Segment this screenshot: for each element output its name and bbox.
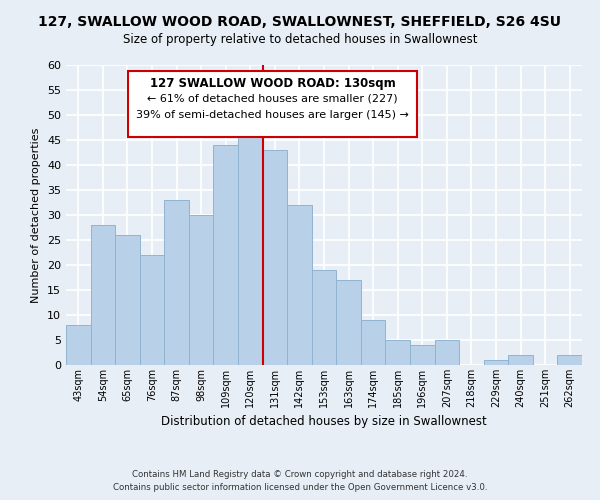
Bar — [361, 320, 385, 365]
Bar — [140, 255, 164, 365]
Bar — [66, 325, 91, 365]
Text: 39% of semi-detached houses are larger (145) →: 39% of semi-detached houses are larger (… — [136, 110, 409, 120]
Text: Size of property relative to detached houses in Swallownest: Size of property relative to detached ho… — [123, 32, 477, 46]
Bar — [434, 340, 459, 365]
Bar — [91, 225, 115, 365]
Text: 127 SWALLOW WOOD ROAD: 130sqm: 127 SWALLOW WOOD ROAD: 130sqm — [149, 77, 395, 90]
Bar — [336, 280, 361, 365]
Bar — [214, 145, 238, 365]
Bar — [484, 360, 508, 365]
Bar — [238, 125, 263, 365]
Text: 127, SWALLOW WOOD ROAD, SWALLOWNEST, SHEFFIELD, S26 4SU: 127, SWALLOW WOOD ROAD, SWALLOWNEST, SHE… — [38, 15, 562, 29]
Bar — [287, 205, 312, 365]
Y-axis label: Number of detached properties: Number of detached properties — [31, 128, 41, 302]
Text: Contains HM Land Registry data © Crown copyright and database right 2024.
Contai: Contains HM Land Registry data © Crown c… — [113, 470, 487, 492]
FancyBboxPatch shape — [128, 71, 417, 137]
Bar — [557, 355, 582, 365]
Bar — [508, 355, 533, 365]
X-axis label: Distribution of detached houses by size in Swallownest: Distribution of detached houses by size … — [161, 416, 487, 428]
Bar — [385, 340, 410, 365]
Bar — [410, 345, 434, 365]
Bar — [312, 270, 336, 365]
Text: ← 61% of detached houses are smaller (227): ← 61% of detached houses are smaller (22… — [147, 94, 398, 104]
Bar — [115, 235, 140, 365]
Bar — [164, 200, 189, 365]
Bar — [263, 150, 287, 365]
Bar — [189, 215, 214, 365]
